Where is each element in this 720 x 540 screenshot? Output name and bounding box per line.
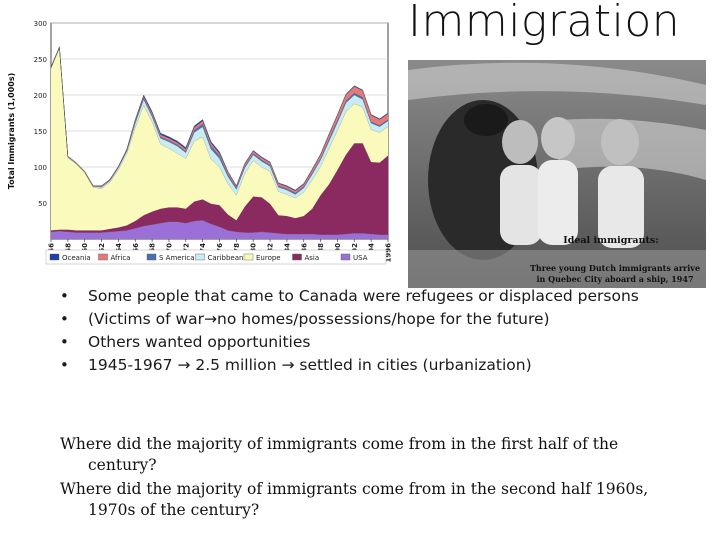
y-tick-label: 300 [34,20,47,28]
legend-label: Caribbean [208,254,244,262]
bullet-item: • Others wanted opportunities [60,333,311,351]
bullet-text: Some people that came to Canada were ref… [88,287,639,305]
photo-illustration [408,60,706,288]
bullet-item: • 1945-1967 → 2.5 million → settled in ci… [60,356,532,374]
legend-label: Asia [305,254,320,262]
legend-swatch [98,253,108,261]
slide-title: Immigration [408,0,681,47]
bullet-item: • (Victims of war→no homes/possessions/ho… [60,310,550,328]
y-tick-label: 250 [34,56,47,64]
legend-label: Europe [256,254,281,262]
legend-label: Africa [111,254,131,262]
area-series [51,48,388,231]
legend-swatch [49,253,60,261]
bullet-text: 1945-1967 → 2.5 million → settled in cit… [88,356,532,374]
legend-swatch [292,253,302,261]
y-tick-label: 150 [34,128,47,136]
photo-caption: Three young Dutch immigrants arrive in Q… [529,263,701,284]
legend-swatch [195,253,205,261]
legend-swatch [146,253,157,261]
legend [45,249,387,265]
y-tick-label: 100 [34,164,47,172]
question-block: Where did the majority of immigrants com… [60,434,680,524]
bullet-text: (Victims of war→no homes/possessions/hop… [88,310,550,328]
bullet-text: Others wanted opportunities [88,333,311,351]
y-tick-label: 50 [38,200,47,208]
legend-label: USA [353,254,368,262]
area-series [51,220,388,239]
legend-swatch [243,253,254,261]
legend-label: Oceania [62,254,91,262]
bullet-list: • Some people that came to Canada were re… [60,286,700,378]
area-series [51,143,388,235]
immigration-chart-svg: 50 100 150 200 250 300 Total Immigrants (1,000… [7,20,393,265]
question-text: Where did the majority of immigrants com… [60,435,619,474]
historical-photo: Ideal immigrants: Three young Dutch immi… [408,60,706,288]
question-text: Where did the majority of immigrants com… [60,480,649,519]
y-axis-label: Total Immigrants (1,000s) [7,73,16,190]
bullet-item: • Some people that came to Canada were re… [60,287,639,305]
y-tick-label: 200 [34,92,47,100]
x-tick-label: 1996 [385,243,393,263]
immigration-chart: 50 100 150 200 250 300 Total Immigrants (1,000… [0,14,392,272]
legend-swatch [340,253,351,261]
photo-caption-heading: Ideal immigrants: [563,235,659,246]
area-series-edge [50,46,389,191]
legend-label: S America [159,254,195,262]
